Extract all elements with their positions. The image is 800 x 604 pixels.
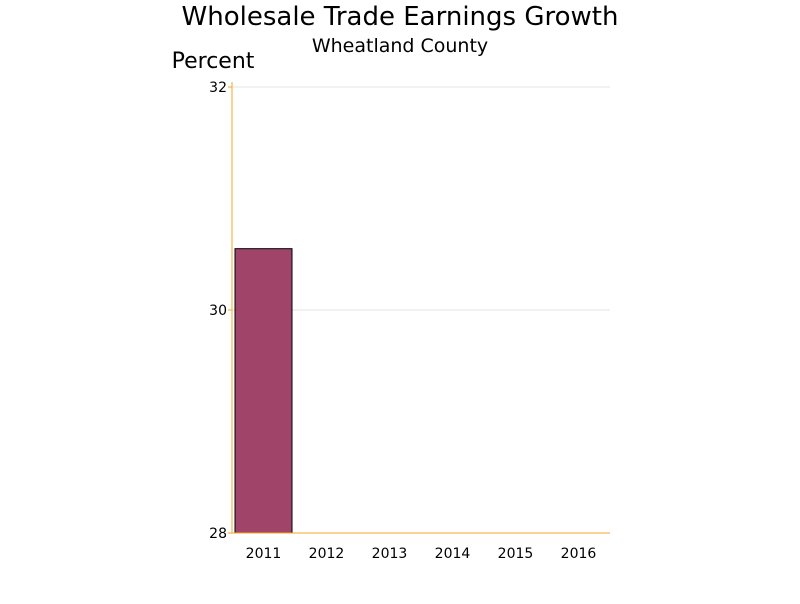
bar-2011: [234, 248, 293, 534]
x-tick-label: 2015: [498, 546, 534, 562]
y-tick-label: 30: [209, 303, 227, 319]
y-tick-label: 32: [209, 80, 227, 96]
gridlines: [232, 86, 610, 311]
x-tick-label: 2011: [246, 546, 282, 562]
bars: [234, 248, 293, 534]
x-tick-label: 2014: [435, 546, 471, 562]
chart-title: Wholesale Trade Earnings Growth: [182, 2, 619, 32]
tick-labels: 28 30 32 2011 2012 2013 2014 2015 2016: [209, 80, 596, 562]
axes: [228, 82, 610, 534]
x-tick-label: 2012: [309, 546, 345, 562]
x-tick-label: 2016: [561, 546, 597, 562]
y-axis-label: Percent: [172, 49, 255, 74]
chart-subtitle: Wheatland County: [312, 35, 488, 57]
x-tick-label: 2013: [372, 546, 408, 562]
y-tick-label: 28: [209, 526, 227, 542]
